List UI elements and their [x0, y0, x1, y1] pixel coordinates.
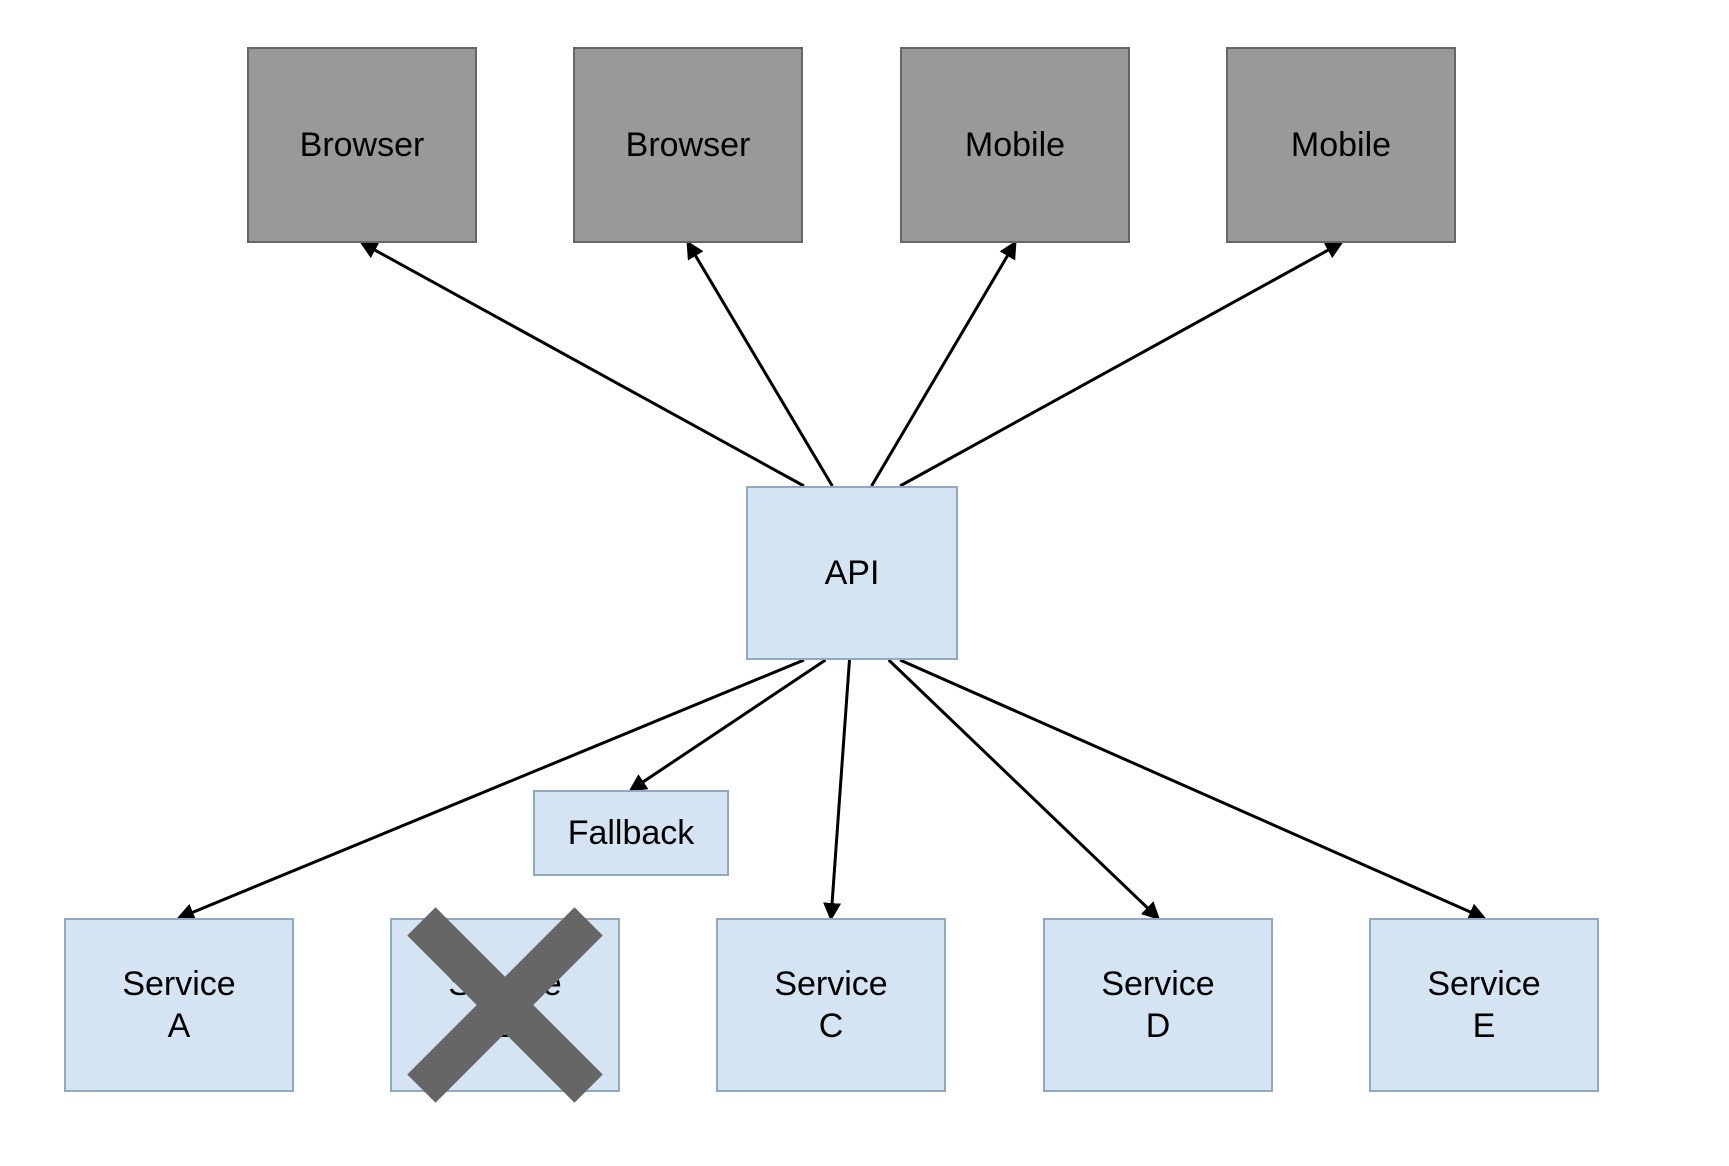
node-api: API — [746, 486, 958, 660]
edge-api-to-mobile2 — [900, 243, 1341, 486]
edge-api-to-svcE — [900, 660, 1484, 918]
node-service-e: Service E — [1369, 918, 1599, 1092]
node-service-c: Service C — [716, 918, 946, 1092]
node-browser-2: Browser — [573, 47, 803, 243]
edge-api-to-svcA — [179, 660, 804, 918]
node-service-a: Service A — [64, 918, 294, 1092]
edge-api-to-browser1 — [362, 243, 804, 486]
diagram-canvas: Browser Browser Mobile Mobile API Fallba… — [0, 0, 1729, 1166]
node-label: Browser — [626, 124, 751, 167]
node-label: Fallback — [568, 812, 695, 855]
node-label: Service C — [774, 963, 887, 1048]
edge-api-to-mobile1 — [872, 243, 1015, 486]
node-fallback: Fallback — [533, 790, 729, 876]
node-label: Mobile — [965, 124, 1065, 167]
node-service-d: Service D — [1043, 918, 1273, 1092]
node-label: Browser — [300, 124, 425, 167]
node-label: Mobile — [1291, 124, 1391, 167]
node-label: Service B — [448, 963, 561, 1048]
node-browser-1: Browser — [247, 47, 477, 243]
edge-api-to-browser2 — [688, 243, 832, 486]
node-label: API — [825, 552, 880, 595]
node-mobile-2: Mobile — [1226, 47, 1456, 243]
node-label: Service A — [122, 963, 235, 1048]
edge-api-to-fallback — [631, 660, 825, 790]
edge-api-to-svcC — [831, 660, 849, 918]
node-service-b: Service B — [390, 918, 620, 1092]
edge-api-to-svcD — [889, 660, 1158, 918]
node-label: Service D — [1101, 963, 1214, 1048]
node-label: Service E — [1427, 963, 1540, 1048]
node-mobile-1: Mobile — [900, 47, 1130, 243]
